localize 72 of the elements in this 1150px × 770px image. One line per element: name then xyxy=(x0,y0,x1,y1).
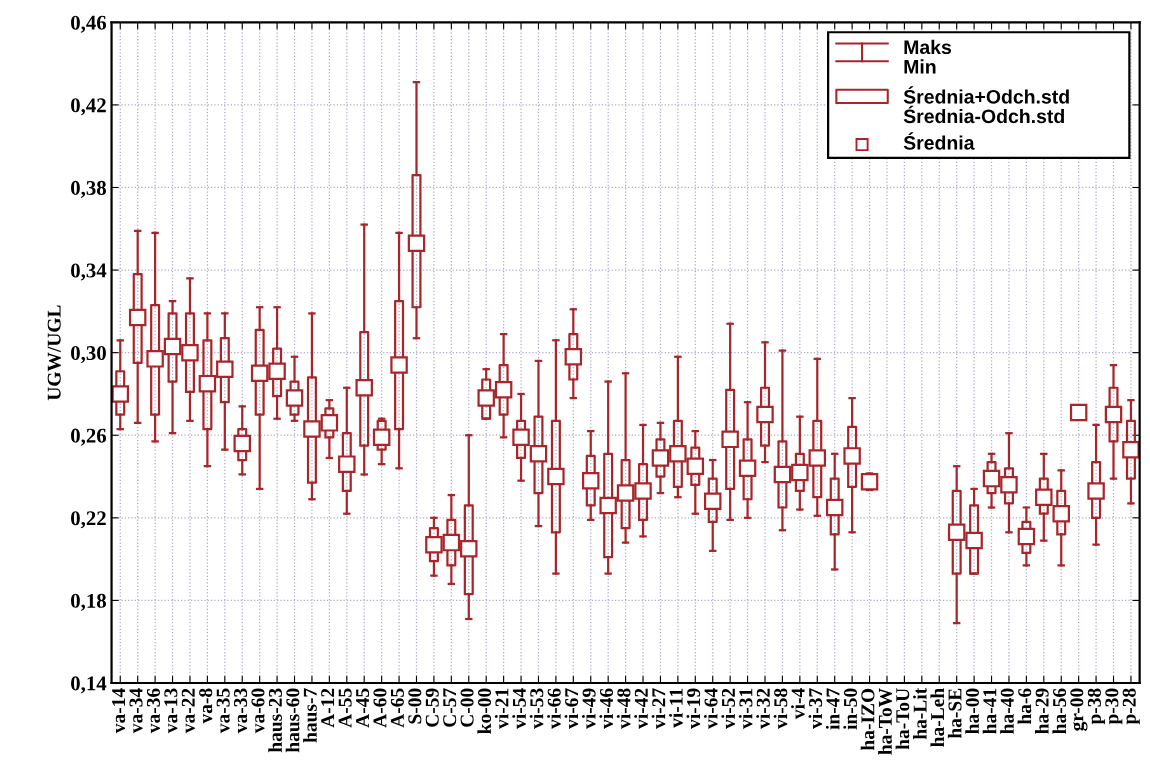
x-tick-label: vi-48 xyxy=(616,688,631,729)
x-tick-label: S-00 xyxy=(408,688,422,724)
x-tick-label: vi-27 xyxy=(651,688,666,729)
x-tick-label: in-50 xyxy=(843,688,857,730)
y-tick-label: 0,14 xyxy=(71,676,107,694)
x-tick-label: A-45 xyxy=(356,688,370,728)
x-tick-label: ha-Lit xyxy=(913,687,927,740)
x-tick-label: vi-21 xyxy=(494,688,509,729)
x-tick-label: ha-41 xyxy=(982,688,997,734)
y-tick-label: 0,34 xyxy=(71,263,107,281)
x-tick-label: va-14 xyxy=(112,688,126,734)
x-tick-label: A-65 xyxy=(390,688,404,728)
x-tick-label: A-12 xyxy=(321,688,335,728)
y-tick-label: 0,30 xyxy=(71,346,106,364)
x-tick-label: p-30 xyxy=(1105,688,1123,725)
x-tick-label: vi-58 xyxy=(773,688,788,729)
x-tick-label: C-59 xyxy=(425,688,439,727)
x-tick-label: ha-40 xyxy=(1000,688,1014,734)
x-tick-label: A-55 xyxy=(338,688,352,728)
x-tick-label: ha-SE xyxy=(947,688,962,739)
annotation: Średnia+Odch.std Średnia-Odch.std xyxy=(903,86,1069,124)
y-tick-label: 0,46 xyxy=(71,15,107,33)
x-tick-label: va-36 xyxy=(146,688,160,734)
x-tick-label: va-8 xyxy=(199,688,213,724)
y-tick-label: 0,22 xyxy=(71,511,106,529)
x-tick-label: vi-37 xyxy=(808,688,823,729)
x-tick-label: va-60 xyxy=(251,688,265,734)
x-tick-label: ha-ToW xyxy=(878,688,892,755)
x-tick-label: p-38 xyxy=(1087,688,1105,725)
x-tick-label: vi-46 xyxy=(599,688,614,729)
y-tick-label: 0,26 xyxy=(71,428,107,446)
x-tick-label: vi-54 xyxy=(512,688,526,729)
x-tick-label: haus-60 xyxy=(285,688,300,753)
x-tick-label: in-47 xyxy=(825,688,840,730)
x-tick-label: va-35 xyxy=(216,688,230,734)
y-axis-title: UGW/UGL xyxy=(47,305,61,401)
x-tick-label: haus-23 xyxy=(268,688,282,753)
x-tick-label: gr-00 xyxy=(1070,688,1088,731)
x-tick-label: A-60 xyxy=(373,688,387,728)
x-tick-label: ha-00 xyxy=(965,688,979,734)
x-tick-label: vi-52 xyxy=(721,688,736,729)
x-tick-label: vi-32 xyxy=(756,688,770,729)
x-tick-label: va-22 xyxy=(181,688,195,734)
x-tick-label: ha-29 xyxy=(1034,688,1049,734)
x-tick-label: vi-11 xyxy=(669,688,683,728)
x-tick-label: p-28 xyxy=(1122,688,1140,725)
x-tick-label: vi-66 xyxy=(547,688,561,729)
x-tick-label: C-57 xyxy=(443,688,457,727)
x-tick-label: va-13 xyxy=(164,688,178,734)
x-tick-label: haus-7 xyxy=(303,688,317,743)
annotation: Średnia xyxy=(903,132,975,150)
x-tick-label: ha-6 xyxy=(1017,688,1032,725)
x-tick-label: vi-53 xyxy=(529,688,544,729)
x-tick-label: vi-4 xyxy=(791,688,805,720)
x-tick-label: ha-IZO xyxy=(860,688,875,751)
x-tick-label: va-34 xyxy=(129,688,143,734)
x-tick-label: vi-31 xyxy=(738,688,753,729)
x-tick-label: vi-19 xyxy=(686,688,701,729)
x-tick-label: ha-56 xyxy=(1052,688,1067,734)
x-tick-label: vi-67 xyxy=(564,688,579,729)
y-tick-label: 0,18 xyxy=(71,593,106,611)
x-tick-label: ha-ToU xyxy=(895,688,910,750)
x-tick-label: vi-42 xyxy=(634,688,648,729)
x-tick-label: C-00 xyxy=(460,688,474,727)
x-tick-label: ha-Leh xyxy=(930,688,945,747)
x-tick-label: vi-49 xyxy=(581,688,596,729)
annotation: Maks Min xyxy=(904,39,952,74)
x-tick-label: ko-00 xyxy=(477,688,492,734)
x-tick-label: va-33 xyxy=(234,688,248,734)
x-tick-label: vi-64 xyxy=(703,688,718,729)
y-tick-label: 0,38 xyxy=(71,180,106,198)
y-tick-label: 0,42 xyxy=(71,98,106,116)
